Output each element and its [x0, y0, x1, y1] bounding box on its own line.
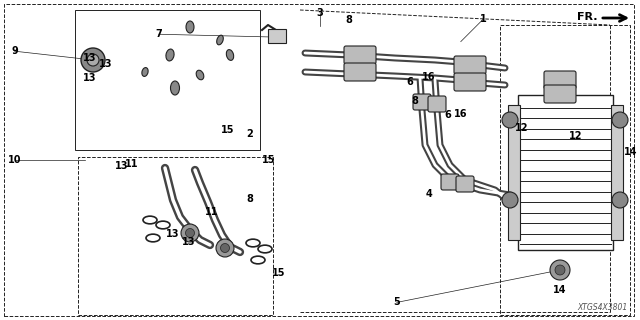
Bar [518, 95, 613, 250]
Circle shape [502, 192, 518, 208]
Ellipse shape [196, 70, 204, 80]
Circle shape [81, 48, 105, 72]
Bar [611, 105, 623, 240]
Text: 13: 13 [182, 236, 196, 247]
Bar [78, 157, 273, 315]
Text: 13: 13 [115, 161, 129, 172]
Text: 14: 14 [623, 147, 637, 157]
Circle shape [612, 112, 628, 128]
FancyBboxPatch shape [454, 56, 486, 74]
Text: 3: 3 [317, 8, 323, 18]
FancyBboxPatch shape [454, 73, 486, 91]
Bar [75, 10, 260, 150]
Text: 13: 13 [99, 59, 113, 69]
Circle shape [502, 112, 518, 128]
Bar [268, 29, 286, 43]
Circle shape [555, 265, 565, 275]
Circle shape [186, 228, 195, 237]
Text: 11: 11 [204, 207, 218, 217]
Text: 8: 8 [412, 96, 418, 106]
Text: 13: 13 [83, 52, 97, 63]
Text: 8: 8 [346, 15, 352, 25]
Text: 6: 6 [406, 76, 413, 87]
Text: 15: 15 [262, 155, 276, 165]
Text: 15: 15 [271, 268, 285, 278]
Text: 12: 12 [515, 123, 529, 133]
Circle shape [216, 239, 234, 257]
FancyBboxPatch shape [544, 71, 576, 89]
Text: 16: 16 [422, 72, 436, 82]
Text: 6: 6 [445, 110, 451, 120]
FancyBboxPatch shape [441, 174, 459, 190]
Ellipse shape [170, 81, 179, 95]
Text: 1: 1 [480, 14, 486, 24]
Ellipse shape [142, 68, 148, 76]
Text: 12: 12 [569, 131, 583, 141]
Text: XTGS4X3801: XTGS4X3801 [578, 303, 628, 312]
Text: 7: 7 [156, 29, 162, 39]
Ellipse shape [166, 49, 174, 61]
Circle shape [221, 244, 230, 252]
Text: 9: 9 [12, 46, 18, 56]
Text: 13: 13 [166, 228, 180, 239]
Text: 15: 15 [220, 124, 234, 135]
Ellipse shape [227, 50, 234, 60]
Text: 5: 5 [394, 297, 400, 308]
Bar [508, 105, 520, 240]
Text: 2: 2 [246, 129, 253, 140]
Text: 14: 14 [553, 284, 567, 295]
FancyBboxPatch shape [428, 96, 446, 112]
Text: 8: 8 [246, 194, 253, 204]
FancyBboxPatch shape [344, 46, 376, 64]
Circle shape [181, 224, 199, 242]
FancyBboxPatch shape [413, 94, 431, 110]
Text: 16: 16 [454, 108, 468, 119]
Text: FR.: FR. [577, 12, 597, 22]
Text: 4: 4 [426, 188, 432, 199]
FancyBboxPatch shape [544, 85, 576, 103]
FancyBboxPatch shape [456, 176, 474, 192]
Text: 10: 10 [8, 155, 22, 165]
Ellipse shape [186, 21, 194, 33]
Ellipse shape [217, 35, 223, 45]
Text: 11: 11 [124, 159, 138, 169]
Bar [500, 25, 630, 315]
Circle shape [87, 54, 99, 66]
FancyBboxPatch shape [344, 63, 376, 81]
Circle shape [612, 192, 628, 208]
Circle shape [550, 260, 570, 280]
Text: 13: 13 [83, 73, 97, 84]
